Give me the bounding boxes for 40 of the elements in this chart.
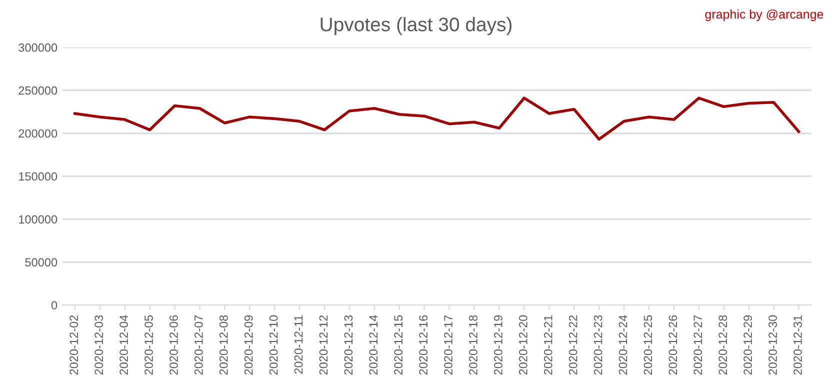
x-tick-label: 2020-12-27	[694, 315, 702, 375]
chart-title: Upvotes (last 30 days)	[320, 17, 512, 36]
x-tick-label: 2020-12-30	[768, 315, 777, 375]
x-tick-label: 2020-12-25	[644, 315, 652, 375]
x-tick-label: 2020-12-18	[469, 315, 478, 375]
x-tick-label: 2020-12-31	[794, 315, 802, 375]
x-tick-label: 2020-12-06	[170, 315, 178, 375]
x-tick-label: 2020-12-21	[544, 315, 552, 375]
y-tick-label: 100000	[19, 215, 58, 224]
x-tick-label: 2020-12-22	[568, 315, 578, 375]
x-tick-label: 2020-12-13	[344, 315, 353, 375]
x-tick-label: 2020-12-04	[120, 315, 128, 375]
y-tick-label: 300000	[18, 43, 58, 52]
x-tick-label: 2020-12-05	[144, 315, 153, 375]
y-tick-label: 150000	[19, 172, 58, 181]
x-tick-label: 2020-12-16	[419, 315, 428, 375]
x-tick-label: 2020-12-17	[444, 315, 452, 375]
x-tick-label: 2020-12-23	[594, 315, 602, 375]
x-tick-label: 2020-12-20	[518, 315, 528, 375]
x-tick-label: 2020-12-26	[668, 315, 678, 375]
y-tick-label: 0	[51, 301, 58, 310]
y-tick-label: 250000	[18, 86, 58, 95]
x-tick-label: 2020-12-19	[494, 315, 502, 375]
x-tick-label: 2020-12-02	[70, 315, 78, 375]
x-tick-label: 2020-12-07	[194, 315, 203, 375]
x-tick-label: 2020-12-08	[219, 315, 228, 375]
x-tick-label: 2020-12-14	[369, 315, 378, 375]
y-tick-label: 50000	[25, 258, 58, 267]
x-tick-label: 2020-12-15	[394, 315, 403, 375]
x-tick-label: 2020-12-12	[319, 315, 328, 375]
y-tick-label: 200000	[18, 129, 58, 138]
x-tick-label: 2020-12-11	[294, 315, 303, 374]
x-tick-label: 2020-12-28	[718, 315, 728, 375]
x-tick-label: 2020-12-03	[94, 315, 104, 375]
x-tick-label: 2020-12-10	[269, 315, 278, 375]
x-tick-label: 2020-12-29	[744, 315, 752, 375]
x-tick-label: 2020-12-24	[618, 315, 628, 375]
line-series	[73, 96, 800, 141]
x-tick-label: 2020-12-09	[244, 315, 253, 375]
text: graphic by @arcange	[705, 9, 824, 22]
